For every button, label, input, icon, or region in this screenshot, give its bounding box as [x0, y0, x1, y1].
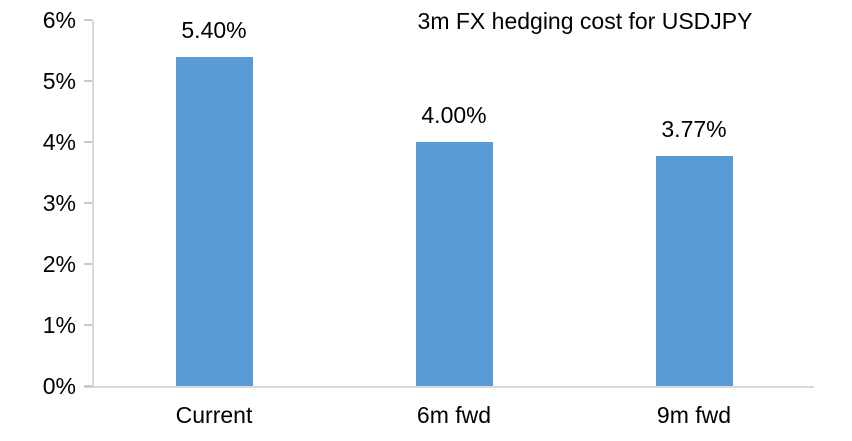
bar-6m-fwd — [415, 142, 493, 386]
chart-title: 3m FX hedging cost for USDJPY — [417, 8, 753, 34]
bar-9m-fwd — [655, 156, 733, 386]
y-tick-label: 1% — [42, 312, 76, 338]
y-tick-mark — [84, 202, 92, 204]
y-axis-line — [92, 20, 94, 388]
bar-current — [175, 56, 253, 386]
x-category-label: Current — [175, 402, 253, 428]
bar-value-label: 3.77% — [661, 116, 727, 143]
y-tick-mark — [84, 263, 92, 265]
y-tick-label: 2% — [42, 251, 76, 277]
x-axis-line — [84, 386, 814, 388]
bar-value-label: 4.00% — [421, 102, 487, 128]
x-category-label: 6m fwd — [416, 402, 492, 428]
y-tick-mark — [84, 80, 92, 82]
y-tick-label: 6% — [42, 7, 76, 33]
y-tick-label: 3% — [42, 190, 76, 216]
x-category-label: 9m fwd — [656, 402, 732, 428]
y-tick-mark — [84, 141, 92, 143]
y-tick-mark — [84, 385, 92, 387]
y-tick-label: 4% — [42, 129, 76, 155]
y-tick-mark — [84, 324, 92, 326]
y-tick-mark — [84, 19, 92, 21]
y-tick-label: 0% — [42, 373, 76, 399]
bar-value-label: 5.40% — [181, 16, 247, 43]
y-tick-label: 5% — [42, 68, 76, 94]
